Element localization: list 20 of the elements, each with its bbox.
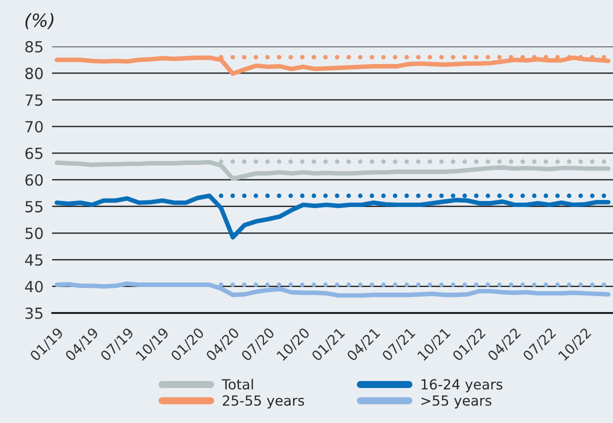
y-tick-label: 55 <box>26 201 42 212</box>
legend-label: 25-55 years <box>222 395 304 408</box>
legend-label: Total <box>222 378 253 390</box>
y-tick-label: 35 <box>25 307 42 320</box>
line-series <box>54 56 611 76</box>
y-tick-label: 45 <box>25 254 42 266</box>
y-tick-label: 70 <box>26 120 43 132</box>
line-series <box>54 281 611 298</box>
y-tick-label: 85 <box>25 40 42 53</box>
y-tick-label: 75 <box>26 94 42 106</box>
legend-label: 16-24 years <box>422 379 502 392</box>
y-tick-label: 60 <box>25 174 43 186</box>
y-axis-title: (%) <box>25 13 54 30</box>
y-tick-label: 50 <box>26 228 43 240</box>
y-tick-label: 65 <box>25 148 42 160</box>
line-series <box>54 194 611 240</box>
legend-label: >55 years <box>422 395 492 408</box>
y-tick-label: 80 <box>25 68 43 80</box>
line-series <box>54 160 611 181</box>
y-tick-label: 40 <box>25 280 43 292</box>
